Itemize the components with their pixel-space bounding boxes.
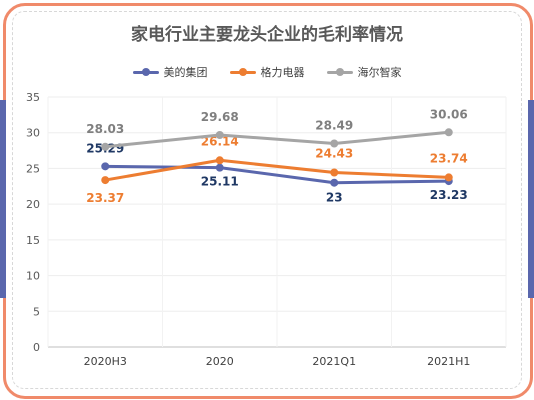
series-2-data-label-0: 28.03 xyxy=(86,122,124,136)
y-tick-label: 15 xyxy=(26,234,40,247)
series-1-data-label-2: 24.43 xyxy=(315,147,353,161)
series-2-point-0 xyxy=(101,142,110,151)
series-2-data-label-3: 30.06 xyxy=(430,107,468,121)
chart-inner-border xyxy=(12,11,522,389)
x-tick-label: 2020H3 xyxy=(84,355,127,368)
series-0-point-1 xyxy=(215,163,224,172)
legend-item-haier: 海尔智家 xyxy=(326,64,402,80)
legend-swatch-midea xyxy=(132,67,159,77)
series-1-point-2 xyxy=(330,168,339,177)
series-1-data-label-0: 23.37 xyxy=(86,191,124,205)
series-2-point-2 xyxy=(330,139,339,148)
legend-item-gree: 格力电器 xyxy=(229,64,305,80)
series-1-data-label-3: 23.74 xyxy=(430,151,468,165)
left-accent-bar xyxy=(0,100,6,298)
y-tick-label: 10 xyxy=(26,270,40,283)
x-tick-label: 2020 xyxy=(206,355,234,368)
series-1-point-1 xyxy=(215,156,224,165)
series-2-data-label-1: 29.68 xyxy=(201,110,239,124)
series-0-data-label-2: 23 xyxy=(326,191,343,205)
y-tick-label: 0 xyxy=(33,341,40,354)
series-line-1 xyxy=(103,158,451,182)
series-0-point-0 xyxy=(101,162,110,171)
x-tick-label: 2021H1 xyxy=(427,355,470,368)
series-0-data-label-3: 23.23 xyxy=(430,188,468,202)
series-0-data-label-1: 25.11 xyxy=(201,175,239,189)
series-2-data-label-2: 28.49 xyxy=(315,119,353,133)
series-line-0 xyxy=(103,164,451,185)
right-accent-bar xyxy=(528,100,534,298)
legend-swatch-haier xyxy=(326,67,353,77)
y-tick-label: 30 xyxy=(26,127,40,140)
chart-title: 家电行业主要龙头企业的毛利率情况 xyxy=(131,25,403,45)
series-0-point-2 xyxy=(330,178,339,187)
legend-label-midea: 美的集团 xyxy=(163,66,208,79)
series-1-point-3 xyxy=(444,173,453,182)
y-tick-label: 5 xyxy=(33,305,40,318)
series-2-point-3 xyxy=(444,128,453,137)
y-tick-label: 20 xyxy=(26,198,40,211)
legend-label-haier: 海尔智家 xyxy=(357,66,402,79)
legend-label-gree: 格力电器 xyxy=(260,66,305,79)
y-tick-label: 25 xyxy=(26,162,40,175)
y-tick-label: 35 xyxy=(26,91,40,104)
series-1-data-label-1: 26.14 xyxy=(201,134,239,148)
x-tick-label: 2021Q1 xyxy=(312,355,356,368)
chart-legend: 美的集团 格力电器 海尔智家 xyxy=(0,64,534,80)
legend-swatch-gree xyxy=(229,67,256,77)
series-line-2 xyxy=(103,130,451,149)
series-1-point-0 xyxy=(101,176,110,185)
series-2-point-1 xyxy=(215,131,224,139)
legend-item-midea: 美的集团 xyxy=(132,64,208,80)
